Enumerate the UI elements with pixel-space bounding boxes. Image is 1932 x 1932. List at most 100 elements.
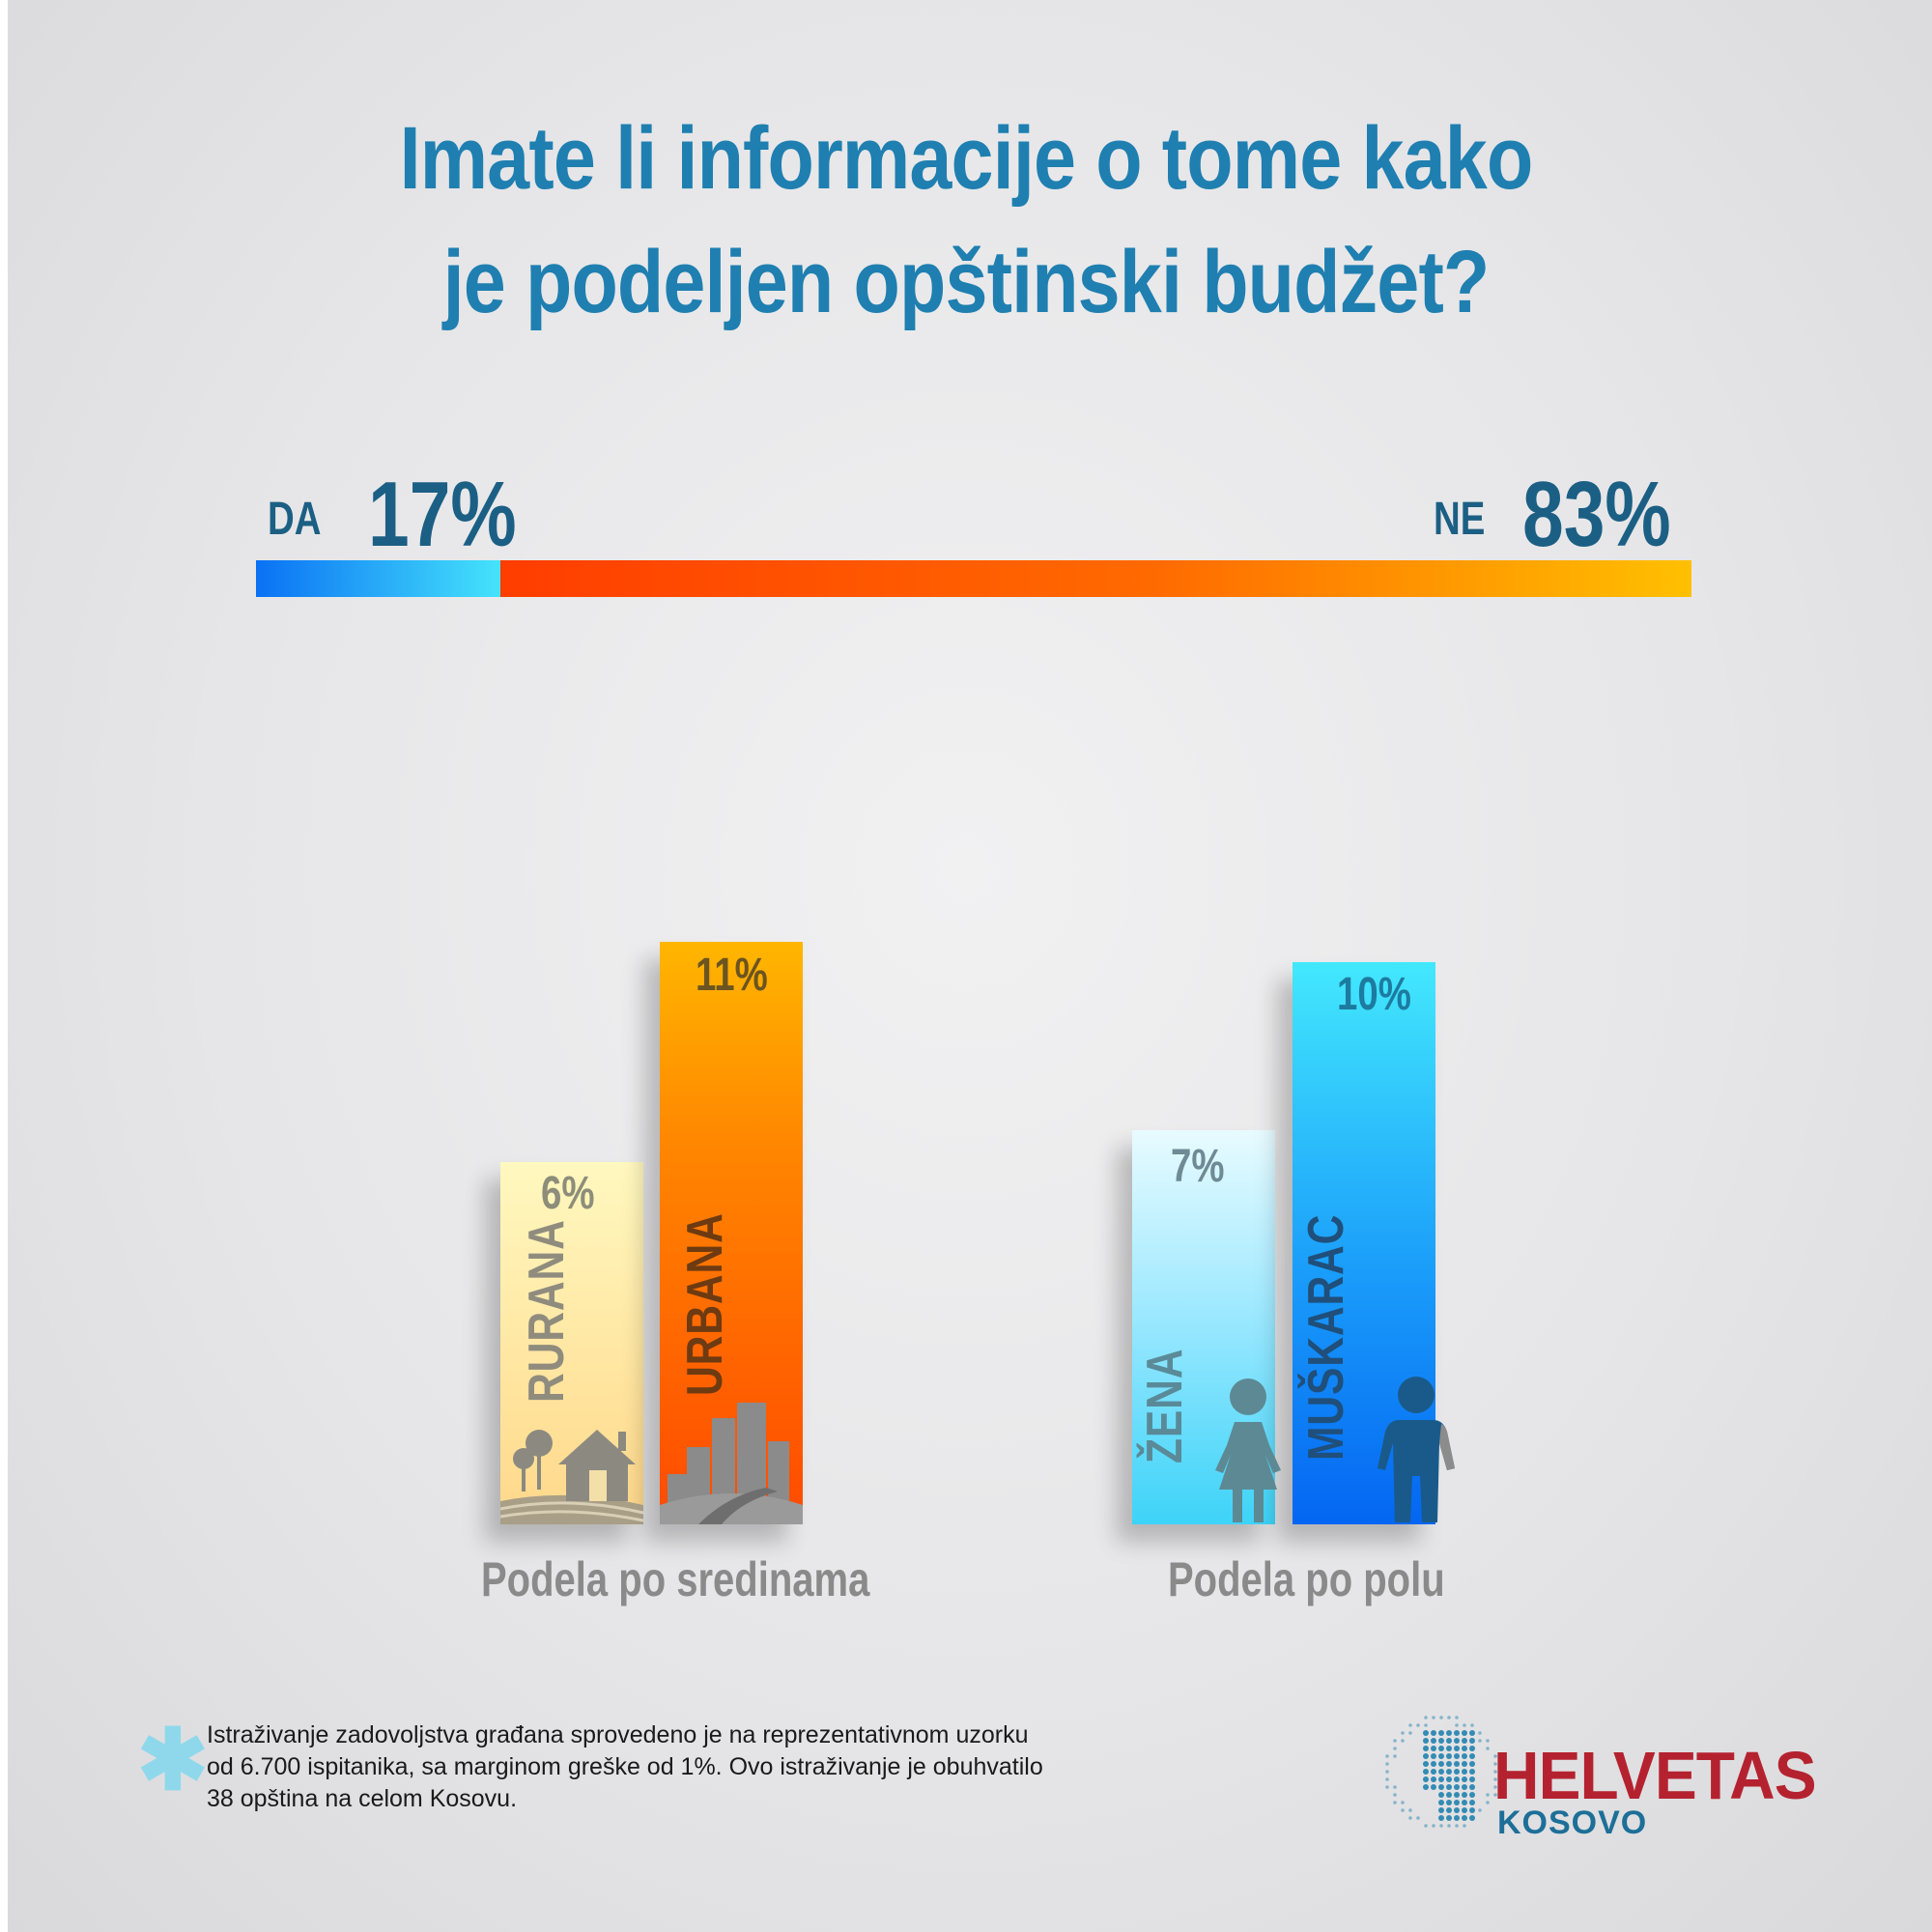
category-label-zena: ŽENA <box>1137 1348 1193 1463</box>
globe-dot <box>1454 1815 1460 1821</box>
globe-dot <box>1431 1753 1436 1759</box>
globe-dot <box>1385 1754 1389 1758</box>
globe-dot <box>1438 1776 1444 1782</box>
group-label-pol: Podela po polu <box>1168 1552 1445 1606</box>
globe-dot <box>1462 1792 1467 1798</box>
globe-dot <box>1393 1739 1397 1743</box>
globe-dot <box>1446 1807 1452 1813</box>
globe-dot <box>1493 1785 1497 1789</box>
man-icon <box>1378 1377 1455 1522</box>
globe-dot <box>1431 1730 1436 1736</box>
globe-dot <box>1446 1730 1452 1736</box>
globe-dot <box>1401 1801 1405 1804</box>
globe-dot <box>1439 1824 1443 1828</box>
globe-dot <box>1455 1723 1459 1727</box>
globe-dot <box>1462 1769 1467 1775</box>
globe-dot <box>1462 1807 1467 1813</box>
globe-dot <box>1438 1784 1444 1790</box>
globe-dot <box>1469 1800 1475 1805</box>
globe-dot <box>1462 1784 1467 1790</box>
globe-dot <box>1454 1753 1460 1759</box>
globe-dot <box>1462 1730 1467 1736</box>
globe-dot <box>1446 1761 1452 1767</box>
globe-dot <box>1438 1807 1444 1813</box>
globe-dot <box>1423 1730 1429 1736</box>
footnote-line-2: od 6.700 ispitanika, sa marginom greške … <box>207 1753 1043 1780</box>
globe-dot <box>1470 1723 1474 1727</box>
globe-dot <box>1493 1777 1497 1781</box>
globe-dot <box>1385 1770 1389 1774</box>
globe-dot <box>1393 1754 1397 1758</box>
globe-dot <box>1431 1776 1436 1782</box>
globe-dot <box>1438 1746 1444 1751</box>
house-farm-icon <box>500 1430 643 1524</box>
globe-dot <box>1446 1815 1452 1821</box>
globe-dot <box>1423 1776 1429 1782</box>
globe-dot <box>1439 1716 1443 1719</box>
globe-dot <box>1462 1776 1467 1782</box>
category-label-muskarac: MUŠKARAC <box>1298 1213 1354 1461</box>
globe-dot <box>1463 1824 1466 1828</box>
globe-dot <box>1493 1793 1497 1797</box>
globe-dot <box>1408 1723 1412 1727</box>
globe-dot <box>1493 1770 1497 1774</box>
globe-dot <box>1424 1723 1428 1727</box>
globe-dot <box>1432 1716 1435 1719</box>
globe-dot <box>1469 1784 1475 1790</box>
bar-value-rurana: 6% <box>541 1168 595 1219</box>
globe-dot <box>1446 1769 1452 1775</box>
globe-dot <box>1408 1808 1412 1812</box>
globe-dot <box>1446 1753 1452 1759</box>
globe-dot <box>1423 1753 1429 1759</box>
globe-dot <box>1454 1784 1460 1790</box>
globe-dot <box>1438 1769 1444 1775</box>
globe-dot <box>1454 1730 1460 1736</box>
da-value: 17% <box>368 463 517 566</box>
globe-dot <box>1416 1816 1420 1820</box>
page-title: Imate li informacije o tome kako je pode… <box>301 97 1631 344</box>
bar-value-muskarac: 10% <box>1337 969 1411 1020</box>
globe-dot <box>1385 1762 1389 1766</box>
globe-dot <box>1469 1807 1475 1813</box>
globe-dot <box>1432 1824 1435 1828</box>
globe-dot <box>1438 1730 1444 1736</box>
brand-name: HELVETAS <box>1493 1738 1817 1813</box>
globe-dot <box>1469 1776 1475 1782</box>
globe-dot <box>1446 1800 1452 1805</box>
globe-dot <box>1493 1762 1497 1766</box>
globe-dot <box>1431 1784 1436 1790</box>
globe-dot <box>1424 1716 1428 1719</box>
globe-dot <box>1469 1738 1475 1744</box>
globe-dot <box>1486 1739 1490 1743</box>
bar-value-zena: 7% <box>1171 1141 1225 1192</box>
footnote: Istraživanje zadovoljstva građana sprove… <box>207 1719 1076 1815</box>
globe-dot <box>1431 1761 1436 1767</box>
globe-dot <box>1431 1769 1436 1775</box>
globe-dot <box>1462 1800 1467 1805</box>
globe-dot <box>1423 1746 1429 1751</box>
globe-dot <box>1393 1801 1397 1804</box>
globe-dot <box>1454 1800 1460 1805</box>
globe-dot <box>1469 1753 1475 1759</box>
globe-dot <box>1486 1747 1490 1750</box>
globe-dot <box>1446 1738 1452 1744</box>
globe-dot <box>1438 1815 1444 1821</box>
globe-dot <box>1408 1816 1412 1820</box>
globe-dot <box>1486 1793 1490 1797</box>
globe-dot <box>1438 1792 1444 1798</box>
globe-dot <box>1478 1731 1482 1735</box>
globe-dot <box>1469 1815 1475 1821</box>
globe-dot <box>1408 1731 1412 1735</box>
footnote-line-1: Istraživanje zadovoljstva građana sprove… <box>207 1721 1029 1748</box>
globe-dot <box>1462 1753 1467 1759</box>
category-label-rurana: RURANA <box>519 1219 575 1403</box>
globe-dot <box>1438 1800 1444 1805</box>
bar-value-urbana: 11% <box>696 950 768 1001</box>
globe-dot <box>1385 1785 1389 1789</box>
globe-dot <box>1423 1769 1429 1775</box>
globe-dot <box>1469 1761 1475 1767</box>
title-line-2: je podeljen opštinski budžet? <box>442 233 1491 331</box>
globe-dot <box>1454 1746 1460 1751</box>
globe-dot <box>1469 1792 1475 1798</box>
brand-sub: KOSOVO <box>1497 1804 1648 1841</box>
